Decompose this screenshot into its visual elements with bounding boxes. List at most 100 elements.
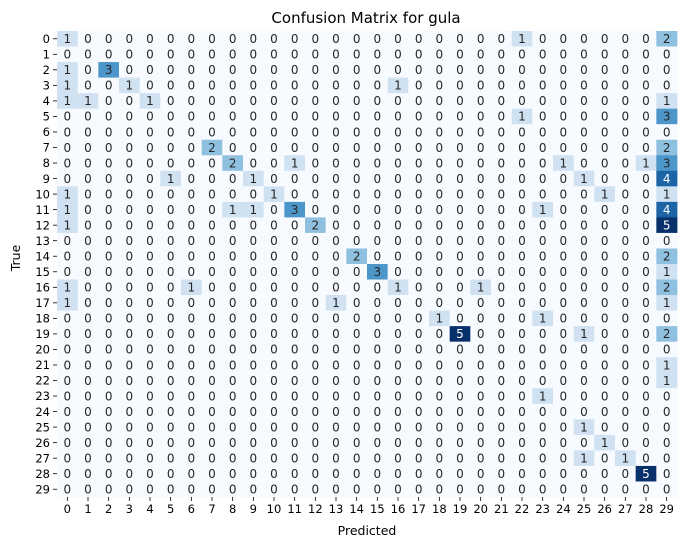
heatmap-cell [408, 139, 430, 156]
heatmap-cell [181, 77, 203, 94]
heatmap-cell [429, 419, 451, 436]
cell-value-label: 0 [312, 436, 320, 450]
cell-value-label: 0 [663, 312, 671, 326]
heatmap-cell [181, 46, 203, 63]
cell-value-label: 0 [126, 48, 134, 62]
heatmap-cell [181, 232, 203, 249]
cell-value-label: 0 [229, 32, 237, 46]
cell-value-label: 0 [498, 405, 506, 419]
cell-value-label: 0 [332, 32, 340, 46]
x-tick-label: 14 [349, 502, 364, 516]
cell-value-label: 0 [64, 156, 72, 170]
heatmap-cell [615, 419, 637, 436]
heatmap-cell [511, 388, 533, 405]
heatmap-cell [263, 264, 285, 280]
heatmap-cell [243, 341, 265, 358]
heatmap-cell [139, 77, 161, 94]
heatmap-cell [98, 93, 120, 110]
heatmap-cell [77, 232, 99, 249]
heatmap-cell [160, 155, 182, 172]
heatmap-cell [160, 201, 182, 218]
heatmap-cell [57, 341, 79, 358]
heatmap-cell [243, 481, 265, 498]
x-tick-label: 12 [308, 502, 323, 516]
heatmap-cell [98, 295, 120, 311]
cell-value-label: 0 [394, 156, 402, 170]
heatmap-cell [243, 388, 265, 405]
heatmap-cell [243, 139, 265, 156]
cell-value-label: 0 [250, 343, 258, 357]
cell-value-label: 0 [456, 32, 464, 46]
cell-value-label: 0 [498, 374, 506, 388]
cell-value-label: 2 [353, 250, 361, 264]
cell-value-label: 0 [312, 451, 320, 465]
heatmap-cell [387, 341, 409, 358]
heatmap-cell [387, 310, 409, 327]
heatmap-cell [139, 186, 161, 203]
cell-value-label: 0 [642, 420, 650, 434]
heatmap-cell [263, 93, 285, 110]
cell-value-label: 0 [229, 374, 237, 388]
cell-value-label: 0 [126, 451, 134, 465]
heatmap-cell [594, 232, 616, 249]
cell-value-label: 0 [415, 327, 423, 341]
cell-value-label: 0 [456, 48, 464, 62]
heatmap-cell [98, 326, 120, 343]
heatmap-cell [346, 341, 368, 358]
cell-value-label: 0 [332, 187, 340, 201]
heatmap-cell [77, 124, 99, 141]
heatmap-cell [263, 155, 285, 172]
cell-value-label: 0 [126, 141, 134, 155]
cell-value-label: 0 [126, 374, 134, 388]
heatmap-cell [387, 279, 409, 296]
heatmap-cell [160, 295, 182, 311]
cell-value-label: 0 [64, 343, 72, 357]
heatmap-cell [573, 186, 595, 203]
cell-value-label: 1 [663, 265, 671, 279]
heatmap-cell [284, 217, 306, 234]
heatmap-cell [470, 310, 492, 327]
heatmap-cell [532, 139, 554, 156]
heatmap-cell [305, 124, 327, 141]
cell-value-label: 1 [539, 389, 547, 403]
cell-value-label: 0 [105, 218, 113, 232]
cell-value-label: 0 [291, 187, 299, 201]
cell-value-label: 0 [374, 281, 382, 295]
cell-value-label: 0 [539, 156, 547, 170]
cell-value-label: 0 [622, 420, 630, 434]
cell-value-label: 0 [601, 172, 609, 186]
cell-value-label: 0 [477, 312, 485, 326]
cell-value-label: 0 [477, 405, 485, 419]
heatmap-cell [77, 217, 99, 234]
heatmap-cell [263, 77, 285, 94]
heatmap-cell [222, 403, 244, 420]
heatmap-cell [201, 419, 223, 436]
cell-value-label: 0 [312, 79, 320, 93]
cell-value-label: 0 [229, 234, 237, 248]
heatmap-cell [615, 77, 637, 94]
heatmap-cell [594, 434, 616, 451]
heatmap-cell [656, 264, 678, 280]
cell-value-label: 0 [64, 483, 72, 497]
heatmap-cell [201, 310, 223, 327]
heatmap-cell [615, 46, 637, 63]
heatmap-cell [181, 186, 203, 203]
heatmap-cell [491, 93, 513, 110]
heatmap-cell [594, 248, 616, 265]
heatmap-cell [656, 93, 678, 110]
cell-value-label: 0 [560, 451, 568, 465]
heatmap-cell [346, 357, 368, 374]
heatmap-cell [429, 139, 451, 156]
heatmap-cell [57, 248, 79, 265]
heatmap-cell [325, 108, 347, 125]
cell-value-label: 0 [208, 125, 216, 139]
cell-value-label: 1 [580, 327, 588, 341]
cell-value-label: 0 [622, 265, 630, 279]
heatmap-cell [284, 403, 306, 420]
cell-value-label: 0 [332, 203, 340, 217]
heatmap-cell [346, 403, 368, 420]
cell-value-label: 0 [105, 156, 113, 170]
heatmap-cell [615, 357, 637, 374]
heatmap-cell [408, 310, 430, 327]
heatmap-cell [181, 62, 203, 78]
